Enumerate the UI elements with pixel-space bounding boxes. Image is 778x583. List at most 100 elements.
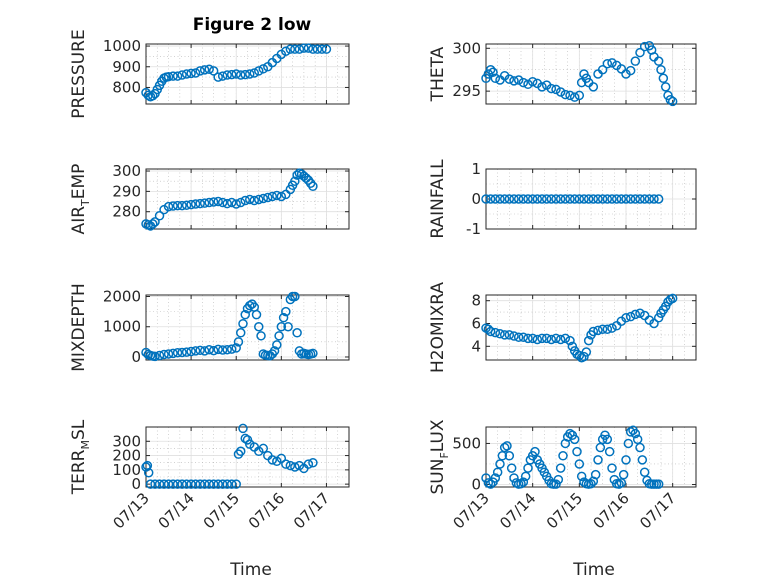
x-tick-label: 07/17 <box>636 489 679 532</box>
data-point <box>222 479 232 489</box>
data-point <box>258 64 269 74</box>
data-point <box>607 58 617 68</box>
subplot-3: 280 290 300 AIRTEMP <box>69 162 350 235</box>
x-tick-label: 07/17 <box>290 489 333 532</box>
data-point <box>621 194 631 204</box>
data-point <box>537 194 547 204</box>
data-point <box>235 197 246 208</box>
subplot-8: 0 500 07/13 07/14 07/15 07/16 07/17 SUNFLUX <box>428 419 697 532</box>
data-point <box>163 349 174 359</box>
data-point <box>574 90 585 101</box>
data-point <box>217 197 228 208</box>
data-point <box>635 308 645 318</box>
data-point <box>623 438 634 449</box>
data-point <box>233 337 244 347</box>
data-point <box>502 441 512 451</box>
y-tick-label: 295 <box>452 82 481 100</box>
data-point <box>523 333 533 344</box>
data-point <box>226 344 237 354</box>
data-point <box>238 318 248 329</box>
data-point <box>292 170 302 180</box>
data-point <box>579 351 589 362</box>
data-point <box>658 73 669 84</box>
data-point <box>485 326 496 337</box>
data-point <box>565 428 575 439</box>
data-point <box>513 75 524 85</box>
data-point <box>618 469 629 480</box>
data-point <box>186 199 196 210</box>
y-tick-label: 1000 <box>103 37 141 55</box>
data-point <box>245 69 255 79</box>
data-point <box>492 467 503 477</box>
data-point <box>499 330 510 340</box>
data-point <box>181 69 192 79</box>
data-point <box>481 473 491 483</box>
data-point <box>565 194 575 204</box>
data-point <box>199 198 210 208</box>
data-point <box>195 479 205 489</box>
data-point <box>555 194 566 204</box>
data-point <box>181 479 192 489</box>
data-point <box>281 46 291 56</box>
data-point <box>551 84 561 95</box>
data-point <box>555 463 566 473</box>
data-point <box>150 217 160 227</box>
data-point <box>509 194 519 204</box>
data-point <box>254 194 264 205</box>
data-point <box>308 44 318 54</box>
data-point <box>625 194 636 204</box>
data-point <box>560 89 571 100</box>
data-point <box>590 469 601 480</box>
data-point <box>630 309 641 320</box>
y-tick-label: 290 <box>112 182 141 200</box>
data-point <box>516 478 526 489</box>
data-point <box>572 446 582 457</box>
data-point <box>168 71 178 81</box>
data-point <box>495 459 505 469</box>
y-tick-label: 300 <box>112 162 141 180</box>
data-point <box>532 194 543 204</box>
data-point <box>513 194 524 204</box>
data-point <box>635 194 645 204</box>
data-point <box>667 293 678 304</box>
data-point <box>490 473 501 483</box>
data-point <box>504 451 515 461</box>
data-point <box>285 44 296 54</box>
data-point <box>154 479 165 489</box>
data-point <box>495 329 505 339</box>
data-point <box>621 313 631 323</box>
data-point <box>222 70 232 80</box>
data-point <box>269 346 280 356</box>
data-point <box>204 479 214 489</box>
data-point <box>523 194 533 204</box>
y-tick-label: 100 <box>112 461 141 479</box>
data-point <box>238 423 248 434</box>
y-axis-label: AIRTEMP <box>69 164 92 235</box>
data-point <box>649 194 659 204</box>
data-point <box>181 347 192 357</box>
data-point <box>597 194 608 204</box>
x-tick-label: 07/14 <box>155 489 198 532</box>
data-point <box>485 479 496 489</box>
data-point <box>213 196 223 207</box>
data-point <box>574 459 585 469</box>
y-tick-label: 0 <box>131 475 141 493</box>
y-tick-label: 500 <box>452 434 481 452</box>
data-point <box>159 479 169 489</box>
data-point <box>177 347 187 358</box>
data-point <box>630 56 641 66</box>
data-point <box>583 194 594 204</box>
data-point <box>226 197 237 208</box>
axes-box <box>145 168 350 230</box>
data-point <box>177 200 187 211</box>
data-point <box>290 462 300 472</box>
data-point <box>254 321 264 332</box>
data-point <box>240 433 250 444</box>
data-point <box>204 64 214 74</box>
data-point <box>276 321 287 332</box>
data-point <box>532 334 543 345</box>
data-point <box>245 300 255 311</box>
data-point <box>625 427 636 437</box>
data-point <box>555 334 566 345</box>
